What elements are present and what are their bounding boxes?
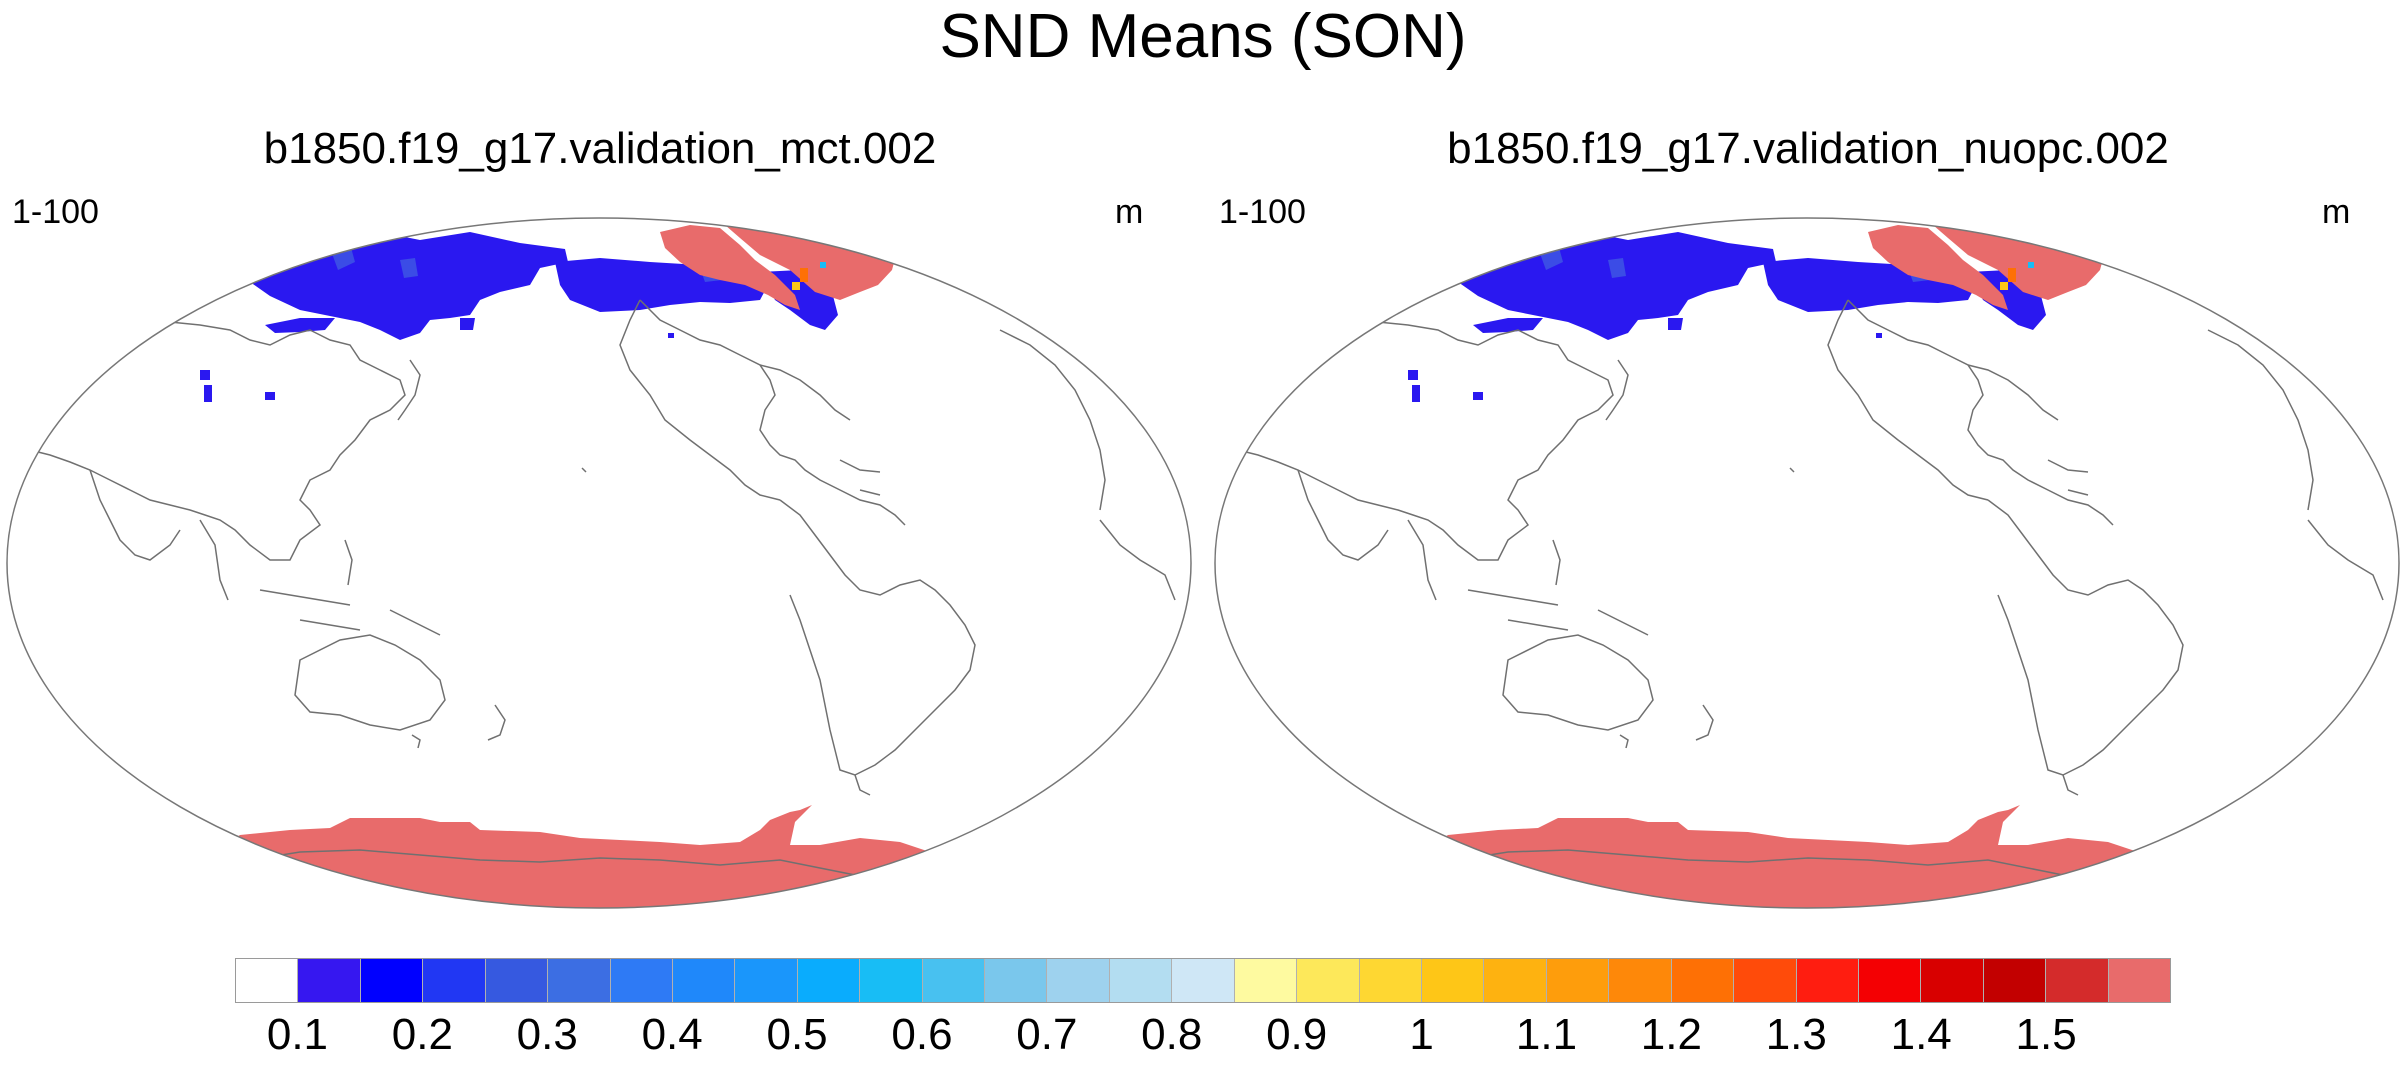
colorbar-box: [2046, 959, 2109, 1002]
map-content-right: [1215, 218, 2384, 908]
panel-right-units-label: m: [2322, 193, 2351, 231]
colorbar-label: 0.3: [516, 1010, 578, 1059]
colorbar-box: [1546, 959, 1610, 1002]
colorbar-label: 1.2: [1640, 1010, 1702, 1059]
colorbar-box: [1297, 959, 1360, 1002]
colorbar-label: 0.5: [766, 1010, 828, 1059]
colorbar-label: 1: [1409, 1010, 1434, 1059]
colorbar-box: [1734, 959, 1797, 1002]
colorbar-label: 0.6: [891, 1010, 953, 1059]
colorbar-label: 0.7: [1016, 1010, 1078, 1059]
colorbar-box: [423, 959, 486, 1002]
colorbar-box: [1359, 959, 1423, 1002]
map-border-right: [1214, 217, 2400, 909]
colorbar-box: [1172, 959, 1235, 1002]
colorbar-box: [1671, 959, 1735, 1002]
colorbar-label: 1.1: [1515, 1010, 1578, 1059]
panel-title-right: b1850.f19_g17.validation_nuopc.002: [1447, 124, 2169, 173]
colorbar-label: 1.5: [2015, 1010, 2077, 1059]
colorbar-box: [1109, 959, 1173, 1002]
colorbar-box: [985, 959, 1048, 1002]
colorbar-box: [1047, 959, 1110, 1002]
maps-canvas: [6, 217, 2400, 909]
colorbar-box: [1234, 959, 1298, 1002]
colorbar-label: 0.2: [391, 1010, 453, 1059]
colorbar-box: [1484, 959, 1547, 1002]
panel-left-units-label: m: [1115, 193, 1144, 231]
colorbar-label: 1.3: [1765, 1010, 1827, 1059]
colorbar-labels: 0.1 0.2 0.3 0.4 0.5 0.6 0.7 0.8 0.9 1 1.1 1.2 1.3 1.4…: [235, 1010, 2171, 1065]
colorbar-box: [1609, 959, 1672, 1002]
colorbar: [235, 958, 2171, 1003]
colorbar-box: [298, 959, 361, 1002]
figure-title: SND Means (SON): [939, 2, 1467, 71]
colorbar-box: [1921, 959, 1984, 1002]
colorbar-box: [548, 959, 611, 1002]
colorbar-box: [610, 959, 673, 1002]
colorbar-label: 0.4: [641, 1010, 703, 1059]
panel-right-range-label: 1-100: [1219, 193, 1306, 231]
colorbar-box: [860, 959, 923, 1002]
colorbar-box: [360, 959, 424, 1002]
colorbar-label: 0.8: [1141, 1010, 1203, 1059]
map-border-left: [6, 217, 1192, 909]
map-panel-right: [1215, 218, 2384, 908]
colorbar-label: 1.4: [1890, 1010, 1952, 1059]
panel-title-left: b1850.f19_g17.validation_mct.002: [263, 124, 937, 173]
map-content-left: [7, 218, 1176, 908]
colorbar-box: [1858, 959, 1922, 1002]
colorbar-box: [735, 959, 798, 1002]
colorbar-box: [922, 959, 986, 1002]
colorbar-box: [797, 959, 861, 1002]
colorbar-box: [236, 959, 299, 1002]
colorbar-label: 0.1: [266, 1010, 329, 1059]
colorbar-box: [485, 959, 549, 1002]
colorbar-box: [2108, 959, 2171, 1002]
colorbar-box: [672, 959, 736, 1002]
colorbar-box: [1796, 959, 1859, 1002]
colorbar-box: [1983, 959, 2047, 1002]
colorbar-box: [1422, 959, 1485, 1002]
map-panel-left: [7, 218, 1176, 908]
colorbar-label: 0.9: [1266, 1010, 1328, 1059]
panel-left-range-label: 1-100: [12, 193, 99, 231]
